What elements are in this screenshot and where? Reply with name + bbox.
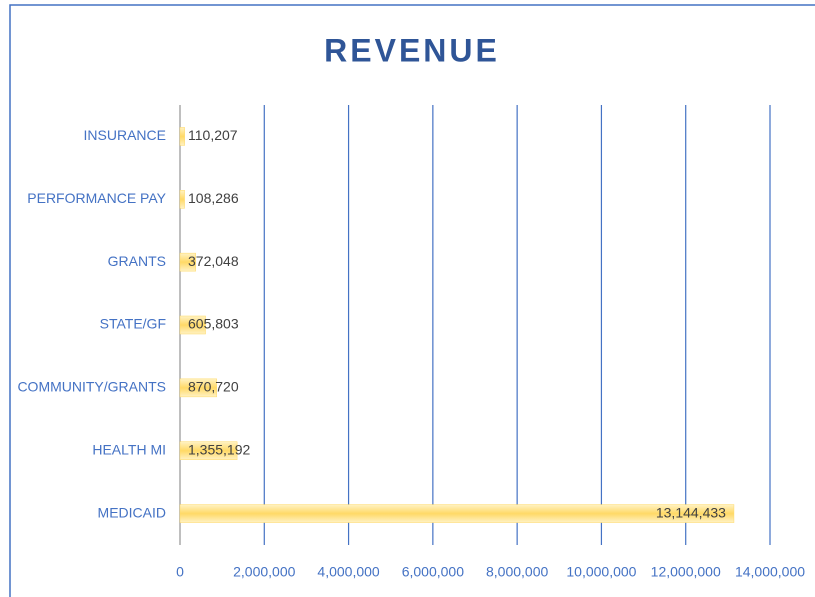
- data-label: 870,720: [188, 379, 239, 395]
- bar: [179, 504, 735, 523]
- x-tick-label: 2,000,000: [233, 564, 295, 580]
- bar: [179, 252, 196, 272]
- bar: [179, 441, 238, 460]
- x-tick-label: 8,000,000: [486, 564, 548, 580]
- x-tick-label: 4,000,000: [317, 564, 379, 580]
- x-tick-label: 6,000,000: [402, 564, 464, 580]
- y-tick-label: STATE/GF: [100, 316, 166, 332]
- data-label: 13,144,433: [656, 504, 726, 520]
- x-tick-label: 0: [176, 564, 184, 580]
- y-tick-label: MEDICAID: [98, 504, 166, 520]
- data-label: 110,207: [188, 127, 238, 143]
- frame: [9, 4, 815, 597]
- data-label: 605,803: [188, 316, 239, 332]
- y-tick-label: GRANTS: [108, 253, 166, 269]
- y-tick-label: INSURANCE: [84, 127, 166, 143]
- x-tick-label: 12,000,000: [651, 564, 721, 580]
- data-label: 372,048: [188, 253, 239, 269]
- y-tick-label: COMMUNITY/GRANTS: [17, 379, 166, 395]
- bar: [179, 315, 206, 335]
- bar: [179, 378, 217, 398]
- chart-title: REVENUE: [324, 32, 500, 68]
- bar: [179, 127, 185, 146]
- data-label: 1,355,192: [188, 441, 250, 457]
- data-label: 108,286: [188, 190, 239, 206]
- x-tick-label: 14,000,000: [735, 564, 805, 580]
- y-tick-label: PERFORMANCE PAY: [27, 190, 166, 206]
- x-tick-label: 10,000,000: [566, 564, 636, 580]
- bar: [179, 190, 185, 209]
- y-tick-label: HEALTH MI: [92, 441, 166, 457]
